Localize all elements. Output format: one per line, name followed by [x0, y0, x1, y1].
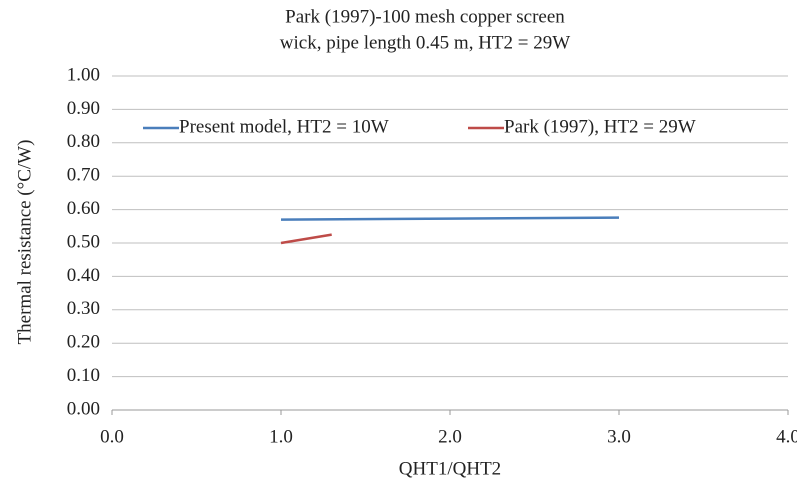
series-line	[280, 216, 620, 221]
y-tick-label: 0.20	[67, 332, 100, 353]
y-tick-label: 0.60	[67, 198, 100, 219]
chart-title: wick, pipe length 0.45 m, HT2 = 29W	[280, 32, 570, 53]
x-tick-label: 2.0	[438, 426, 462, 447]
y-tick-label: 0.50	[67, 231, 100, 252]
y-tick-label: 0.30	[67, 298, 100, 319]
chart-title: Park (1997)-100 mesh copper screen	[285, 6, 565, 27]
y-tick-label: 0.10	[67, 365, 100, 386]
y-axis-label: Thermal resistance (°C/W)	[14, 140, 35, 345]
x-tick-label: 4.0	[776, 426, 797, 447]
x-axis-label: QHT1/QHT2	[399, 458, 501, 479]
y-tick-label: 0.70	[67, 165, 100, 186]
legend-label: Park (1997), HT2 = 29W	[504, 116, 696, 137]
y-tick-label: 0.90	[67, 98, 100, 119]
legend-label: Present model, HT2 = 10W	[179, 116, 389, 137]
y-tick-label: 1.00	[67, 64, 100, 85]
y-tick-label: 0.80	[67, 131, 100, 152]
y-tick-label: 0.00	[67, 398, 100, 419]
y-tick-label: 0.40	[67, 265, 100, 286]
x-tick-label: 1.0	[269, 426, 293, 447]
x-tick-label: 3.0	[607, 426, 631, 447]
series-line	[280, 233, 332, 245]
x-tick-label: 0.0	[100, 426, 124, 447]
